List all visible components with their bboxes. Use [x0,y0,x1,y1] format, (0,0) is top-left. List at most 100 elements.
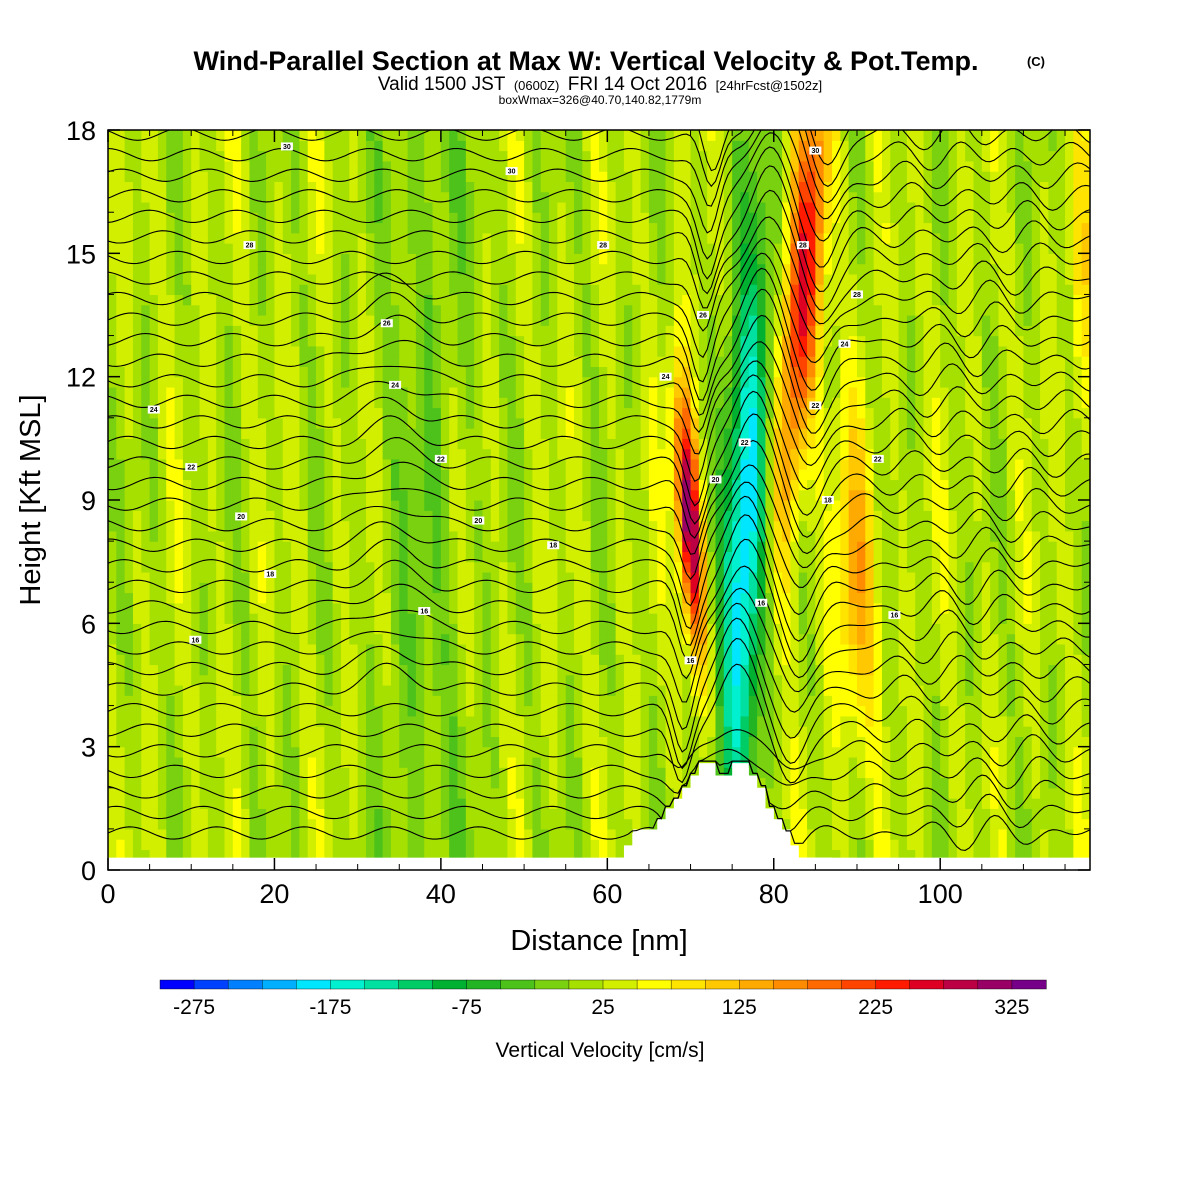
heatmap-cell [565,222,575,234]
heatmap-cell [474,551,484,563]
heatmap-cell [673,294,683,306]
heatmap-cell [357,356,367,367]
heatmap-cell [266,654,276,666]
heatmap-cell [291,356,300,367]
heatmap-cell [357,489,367,501]
heatmap-cell [499,685,509,696]
heatmap-cell [623,777,633,789]
heatmap-cell [424,561,434,573]
heatmap-cell [224,736,234,748]
heatmap-cell [307,736,317,748]
heatmap-cell [274,201,284,213]
heatmap-cell [274,787,284,799]
heatmap-cell [307,643,317,655]
heatmap-cell [440,201,450,213]
heatmap-cell [390,438,400,450]
heatmap-cell [524,849,534,861]
heatmap-cell [615,510,625,522]
heatmap-cell [657,602,667,614]
heatmap-cell [399,201,409,213]
heatmap-cell [432,798,442,809]
heatmap-cell [415,715,425,727]
heatmap-cell [382,592,392,604]
heatmap-cell [274,212,284,224]
heatmap-cell [615,201,625,213]
heatmap-cell [216,171,226,182]
heatmap-cell [291,212,300,224]
heatmap-cell [191,171,201,182]
heatmap-cell [207,664,217,676]
heatmap-cell [199,160,209,172]
heatmap-cell [440,263,450,275]
heatmap-cell [449,705,459,717]
heatmap-cell [207,304,217,316]
heatmap-cell [257,222,267,234]
heatmap-cell [399,130,409,141]
heatmap-cell [482,777,492,789]
heatmap-cell [515,664,525,676]
heatmap-cell [565,232,575,244]
heatmap-cell [316,335,325,347]
heatmap-cell [407,685,417,696]
heatmap-cell [524,366,534,378]
heatmap-cell [540,500,550,511]
heatmap-cell [557,253,567,265]
heatmap-cell [424,828,434,840]
heatmap-cell [216,726,226,737]
heatmap-cell [199,685,209,696]
heatmap-cell [665,304,675,316]
heatmap-cell [149,777,159,789]
heatmap-cell [673,674,683,686]
heatmap-cell [515,222,525,234]
heatmap-cell [474,705,484,717]
heatmap-cell [424,705,434,717]
heatmap-cell [191,613,201,624]
heatmap-cell [291,582,300,594]
heatmap-cell [199,397,209,409]
heatmap-cell [266,664,276,676]
heatmap-cell [540,366,550,378]
heatmap-cell [640,654,650,666]
heatmap-cell [507,253,517,265]
heatmap-cell [249,695,259,707]
heatmap-cell [532,386,542,398]
heatmap-cell [274,345,284,357]
heatmap-cell [507,325,517,337]
heatmap-cell [124,839,134,851]
heatmap-cell [648,643,658,655]
heatmap-cell [615,818,625,830]
heatmap-cell [407,397,417,409]
heatmap-cell [540,150,550,162]
heatmap-cell [266,602,276,614]
heatmap-cell [241,551,251,563]
heatmap-cell [149,571,159,583]
heatmap-cell [507,592,517,604]
heatmap-cell [182,510,192,522]
heatmap-cell [549,263,558,275]
heatmap-cell [565,705,575,717]
heatmap-cell [132,602,142,614]
heatmap-cell [449,582,459,594]
heatmap-cell [465,715,475,727]
heatmap-cell [266,787,276,799]
heatmap-cell [124,469,134,481]
heatmap-cell [599,469,608,481]
heatmap-cell [365,664,375,676]
heatmap-cell [590,263,600,275]
heatmap-cell [549,191,558,203]
heatmap-cell [390,818,400,830]
heatmap-cell [282,787,292,799]
heatmap-cell [415,325,425,337]
heatmap-cell [332,232,342,244]
heatmap-cell [623,366,633,378]
heatmap-cell [590,849,600,861]
heatmap-cell [157,715,167,727]
heatmap-cell [549,798,558,809]
heatmap-cell [424,366,434,378]
heatmap-cell [390,160,400,172]
heatmap-cell [682,222,692,234]
heatmap-cell [166,284,176,296]
heatmap-cell [149,530,159,542]
heatmap-cell [507,417,517,429]
heatmap-cell [407,736,417,748]
